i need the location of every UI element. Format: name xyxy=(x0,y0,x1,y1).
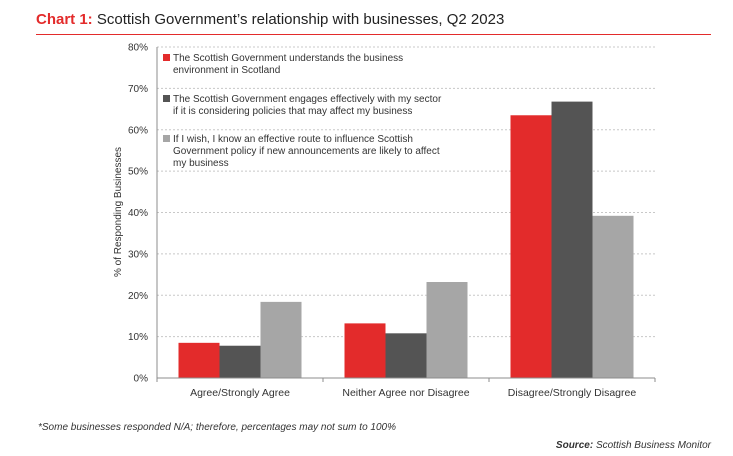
bar xyxy=(426,282,468,378)
bar xyxy=(344,323,386,378)
legend-swatch xyxy=(163,54,170,61)
legend-entry-line: Government policy if new announcements a… xyxy=(173,146,440,157)
x-tick-label: Agree/Strongly Agree xyxy=(190,387,290,399)
chart-title-prefix: Chart 1: xyxy=(36,11,93,28)
bar xyxy=(510,115,552,379)
x-tick-label: Disagree/Strongly Disagree xyxy=(508,387,637,399)
legend-swatch xyxy=(163,95,170,102)
y-tick-label: 50% xyxy=(128,167,148,178)
y-tick-label: 40% xyxy=(128,208,148,219)
y-tick-label: 80% xyxy=(128,43,148,54)
y-tick-label: 20% xyxy=(128,291,148,302)
legend-entry: The Scottish Government engages effectiv… xyxy=(173,94,442,117)
legend-swatch xyxy=(163,135,170,142)
legend-entry-line: if it is considering policies that may a… xyxy=(173,106,412,117)
legend-entry-line: environment in Scotland xyxy=(173,65,280,76)
bars xyxy=(178,101,634,379)
legend-entry-line: If I wish, I know an effective route to … xyxy=(173,134,413,145)
legend: The Scottish Government understands the … xyxy=(163,53,442,169)
x-tick-label: Neither Agree nor Disagree xyxy=(342,387,469,399)
legend-entry-line: The Scottish Government understands the … xyxy=(173,53,403,64)
footnote: *Some businesses responded N/A; therefor… xyxy=(38,422,396,433)
source-value: Scottish Business Monitor xyxy=(595,440,711,451)
bar-chart: 0% 10% 20% 30% 40% 50% 60% 70% 80% % of Respondin… xyxy=(113,43,656,399)
legend-entry-line: The Scottish Government engages effectiv… xyxy=(173,94,442,105)
legend-entry-line: my business xyxy=(173,158,229,169)
bar xyxy=(178,342,220,378)
y-tick-label: 30% xyxy=(128,249,148,260)
y-tick-label: 60% xyxy=(128,125,148,136)
legend-entry: If I wish, I know an effective route to … xyxy=(173,134,440,169)
bar xyxy=(385,333,427,378)
bar xyxy=(260,301,302,378)
y-tick-label: 0% xyxy=(134,374,149,385)
y-tick-label: 70% xyxy=(128,84,148,95)
source-label: Source: xyxy=(555,440,594,451)
chart-title-text: Scottish Government’s relationship with … xyxy=(96,11,505,28)
y-tick-label: 10% xyxy=(128,332,148,343)
title-rule xyxy=(36,34,711,35)
chart-title: Chart 1: Scottish Government’s relations… xyxy=(36,11,504,28)
legend-entry: The Scottish Government understands the … xyxy=(173,53,403,76)
y-axis-label: % of Responding Businesses xyxy=(113,147,124,277)
bar xyxy=(592,215,634,378)
bar xyxy=(219,345,261,378)
source-note: Source: Scottish Business Monitor xyxy=(556,440,711,451)
axes: 0% 10% 20% 30% 40% 50% 60% 70% 80% % of Respondin… xyxy=(113,43,656,399)
bar xyxy=(551,101,593,379)
